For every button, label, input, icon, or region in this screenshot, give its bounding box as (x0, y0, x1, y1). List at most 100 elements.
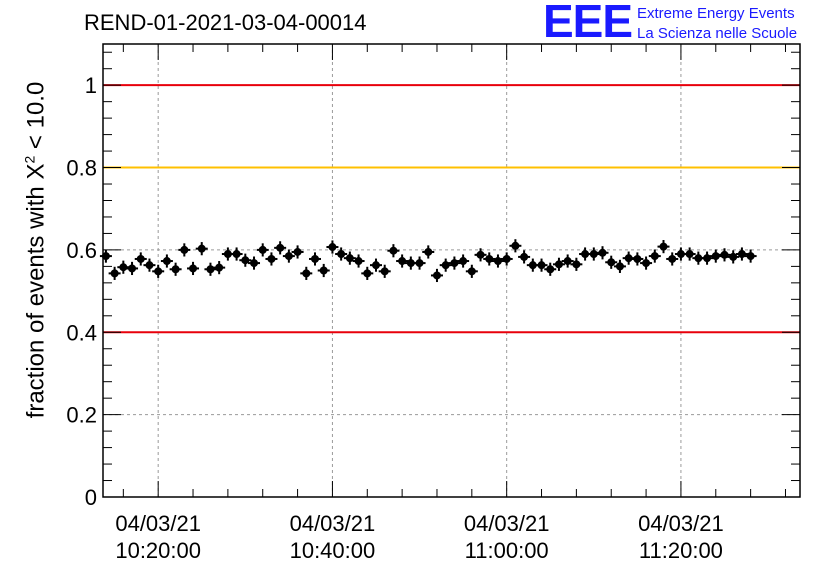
data-marker (746, 252, 755, 261)
data-marker (668, 254, 677, 263)
data-point (448, 256, 461, 270)
data-marker (546, 265, 555, 274)
data-point (657, 240, 670, 254)
data-marker (459, 257, 468, 266)
data-point (387, 244, 400, 258)
data-marker (189, 264, 198, 273)
data-point (169, 262, 182, 276)
data-point (326, 240, 339, 254)
data-marker (703, 254, 712, 263)
data-marker (729, 252, 738, 261)
data-point (683, 247, 696, 261)
data-point (587, 247, 600, 261)
logo-line-1: Extreme Energy Events (637, 5, 795, 22)
data-marker (450, 259, 459, 268)
data-marker (215, 263, 224, 272)
data-marker (676, 250, 685, 259)
data-point (422, 245, 435, 259)
data-point (317, 263, 330, 278)
data-marker (302, 269, 311, 278)
data-marker (258, 245, 267, 254)
data-marker (145, 261, 154, 270)
data-marker (642, 259, 651, 268)
data-marker (659, 242, 668, 251)
data-point (195, 242, 208, 256)
data-marker (171, 265, 180, 274)
data-point (248, 256, 261, 270)
x-tick-date-label: 04/03/21 (290, 511, 376, 536)
data-marker (537, 261, 546, 270)
data-marker (598, 248, 607, 257)
y-tick-label: 0.8 (66, 156, 97, 181)
data-marker (572, 260, 581, 269)
data-point (239, 253, 252, 267)
data-marker (250, 259, 259, 268)
data-point (518, 250, 531, 264)
data-point (613, 259, 626, 273)
x-tick-time-label: 10:20:00 (115, 538, 201, 563)
data-point (178, 243, 191, 257)
data-marker (563, 257, 572, 266)
data-point (439, 258, 452, 272)
data-marker (328, 243, 337, 252)
data-marker (441, 261, 450, 270)
x-tick-date-label: 04/03/21 (464, 511, 550, 536)
data-point (369, 258, 382, 272)
data-marker (197, 244, 206, 253)
data-point (361, 266, 374, 280)
data-point (99, 249, 112, 263)
eee-logo: EEE Extreme Energy Events La Scienza nel… (543, 0, 833, 47)
data-point (152, 264, 165, 278)
data-marker (180, 245, 189, 254)
data-point (561, 254, 574, 268)
data-point (213, 261, 226, 275)
data-marker (337, 250, 346, 259)
data-point (596, 246, 609, 260)
data-point (491, 254, 504, 268)
data-point (727, 250, 740, 264)
logo-line-2: La Scienza nelle Scuole (637, 25, 798, 42)
data-marker (380, 267, 389, 276)
data-marker (554, 260, 563, 269)
data-marker (319, 266, 328, 275)
data-marker (398, 257, 407, 266)
data-marker (389, 246, 398, 255)
data-point (570, 257, 583, 271)
data-point (309, 252, 322, 266)
data-point (474, 248, 487, 262)
data-point (430, 268, 443, 283)
data-marker (615, 262, 624, 271)
data-point (134, 252, 147, 266)
y-tick-label: 0.2 (66, 403, 97, 428)
data-point (535, 258, 548, 272)
data-marker (154, 267, 163, 276)
data-marker (311, 254, 320, 263)
data-point (709, 249, 722, 263)
data-marker (493, 257, 502, 266)
data-point (343, 251, 356, 265)
data-point (282, 249, 295, 263)
data-marker (101, 252, 110, 261)
data-marker (241, 256, 250, 265)
data-marker (581, 250, 590, 259)
data-point (552, 257, 565, 271)
data-marker (607, 258, 616, 267)
logo-mark: EEE (543, 0, 633, 47)
data-marker (284, 252, 293, 261)
data-point (500, 252, 513, 266)
y-tick-label: 0.6 (66, 238, 97, 263)
data-point (256, 243, 269, 257)
data-marker (720, 250, 729, 259)
data-marker (502, 254, 511, 263)
x-tick-time-label: 11:20:00 (639, 538, 723, 563)
data-marker (520, 252, 529, 261)
data-marker (511, 241, 520, 250)
data-marker (128, 264, 137, 273)
data-marker (136, 254, 145, 263)
y-tick-label: 1 (85, 73, 97, 98)
data-marker (415, 259, 424, 268)
data-point (465, 264, 478, 278)
plot-frame (102, 43, 801, 498)
data-marker (406, 259, 415, 268)
data-point (126, 261, 139, 276)
